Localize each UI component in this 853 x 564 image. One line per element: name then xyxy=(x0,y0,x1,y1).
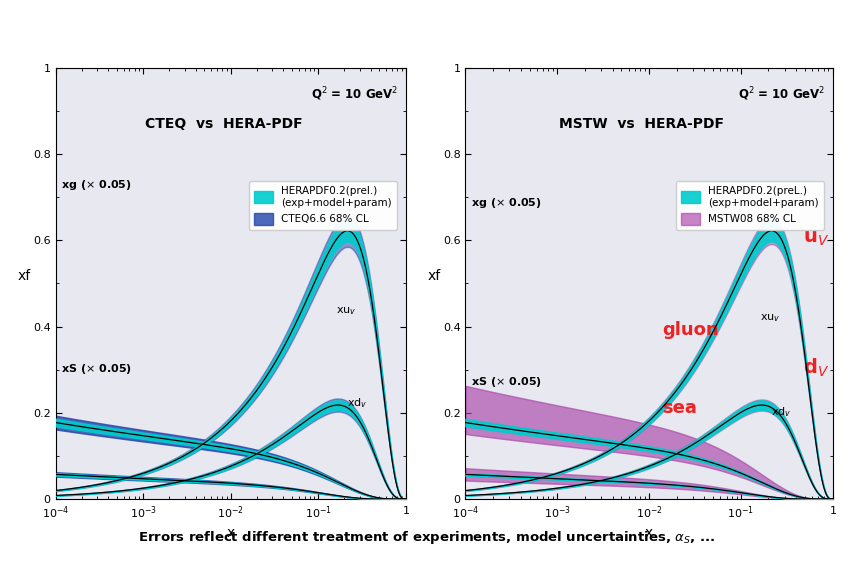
Y-axis label: xf: xf xyxy=(427,270,441,284)
Text: xu$_v$: xu$_v$ xyxy=(758,312,779,324)
Text: xg ($\times$ 0.05): xg ($\times$ 0.05) xyxy=(61,178,131,192)
Text: CTEQ  vs  HERA-PDF: CTEQ vs HERA-PDF xyxy=(145,117,302,131)
Y-axis label: xf: xf xyxy=(18,270,32,284)
Text: MSTW  vs  HERA-PDF: MSTW vs HERA-PDF xyxy=(559,117,723,131)
X-axis label: x: x xyxy=(226,526,235,540)
X-axis label: x: x xyxy=(644,526,653,540)
Text: QCD Fits of Parton Densities I: QCD Fits of Parton Densities I xyxy=(183,16,670,43)
Text: sea: sea xyxy=(662,399,697,417)
Text: xg ($\times$ 0.05): xg ($\times$ 0.05) xyxy=(471,196,542,210)
Text: xd$_v$: xd$_v$ xyxy=(347,396,368,410)
Text: Q$^2$ = 10 GeV$^2$: Q$^2$ = 10 GeV$^2$ xyxy=(310,85,398,103)
Legend: HERAPDF0.2(prel.)
(exp+model+param), CTEQ6.6 68% CL: HERAPDF0.2(prel.) (exp+model+param), CTE… xyxy=(248,180,397,230)
Text: Errors reflect different treatment of experiments, model uncertainties, $\alpha_: Errors reflect different treatment of ex… xyxy=(138,529,715,546)
Text: xu$_v$: xu$_v$ xyxy=(335,306,356,318)
Text: gluon: gluon xyxy=(662,321,718,339)
Text: d$_V$: d$_V$ xyxy=(803,357,828,380)
Legend: HERAPDF0.2(preL.)
(exp+model+param), MSTW08 68% CL: HERAPDF0.2(preL.) (exp+model+param), MST… xyxy=(675,180,823,230)
Text: xd$_v$: xd$_v$ xyxy=(770,405,791,419)
Text: u$_V$: u$_V$ xyxy=(803,229,828,248)
Text: Q$^2$ = 10 GeV$^2$: Q$^2$ = 10 GeV$^2$ xyxy=(737,85,824,103)
Text: xS ($\times$ 0.05): xS ($\times$ 0.05) xyxy=(471,375,542,389)
Text: xS ($\times$ 0.05): xS ($\times$ 0.05) xyxy=(61,362,131,376)
